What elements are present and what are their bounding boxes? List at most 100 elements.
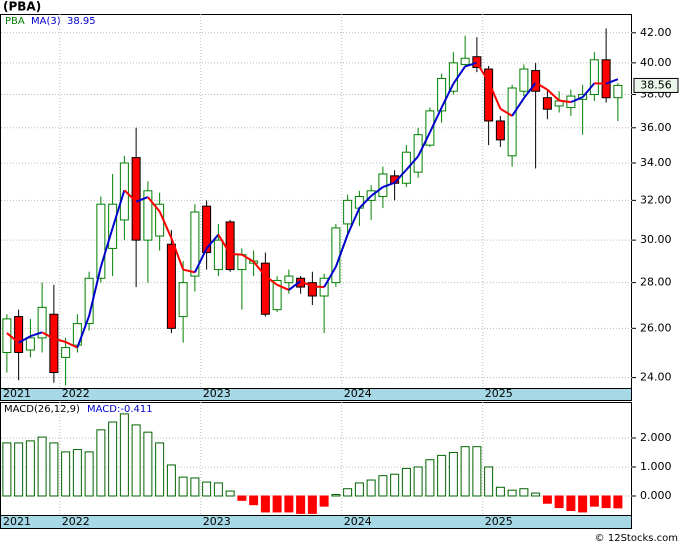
macd-bar <box>378 475 388 497</box>
candle-body <box>166 243 176 329</box>
ma-segment <box>123 189 137 203</box>
x-tick-label: 2024 <box>344 515 372 528</box>
macd-bar <box>296 495 306 514</box>
macd-bar <box>484 466 494 497</box>
ma-segment <box>65 341 78 349</box>
ma-segment <box>288 280 302 291</box>
macd-bar <box>542 495 552 504</box>
ma-segment <box>382 181 395 188</box>
candle-body <box>331 227 341 284</box>
ma-segment <box>158 211 173 239</box>
macd-bar <box>61 451 71 497</box>
ma-segment <box>334 234 349 268</box>
macd-bar <box>72 449 82 497</box>
ma-segment <box>193 247 208 273</box>
macd-bar <box>84 451 94 497</box>
macd-bar <box>601 495 611 509</box>
candle-body <box>272 279 282 311</box>
macd-bar <box>613 495 623 509</box>
candle-body <box>260 262 270 315</box>
macd-bar <box>589 495 599 507</box>
y-tick-label: 42.00 <box>640 26 672 39</box>
ma-segment <box>252 261 267 277</box>
ma-segment <box>428 107 443 133</box>
macd-bar <box>96 429 106 497</box>
ma-segment <box>476 62 490 83</box>
macd-bar <box>178 476 188 497</box>
candle-body <box>401 151 411 184</box>
candle-body <box>225 221 235 271</box>
ma-segment <box>393 169 408 184</box>
ma-segment <box>546 88 560 102</box>
ma-segment <box>53 337 66 343</box>
candle-body <box>178 282 188 318</box>
macd-bar <box>354 482 364 497</box>
macd-bar <box>472 446 482 497</box>
footer: © 12Stocks.com <box>595 533 678 544</box>
chart-title: (PBA) <box>3 0 41 14</box>
ma-segment <box>452 65 466 85</box>
y-tick-label: 26.00 <box>640 321 672 334</box>
price-tag-box <box>633 77 679 93</box>
macd-bar <box>495 486 505 497</box>
macd-value: MACD:-0.411 <box>87 404 153 415</box>
macd-bar <box>119 413 129 497</box>
ma-segment <box>605 78 619 85</box>
macd-bar <box>554 495 564 509</box>
ma-segment <box>18 335 31 344</box>
candle-body <box>531 70 541 92</box>
ma-segment <box>535 81 548 91</box>
macd-bar <box>202 481 212 497</box>
price-tag: 38.56 <box>640 78 672 91</box>
macd-bar <box>49 442 59 497</box>
macd-bar <box>108 421 118 497</box>
macd-bar <box>213 482 223 497</box>
ma-segment <box>30 331 43 338</box>
y-tick-label: 0.000 <box>640 489 672 502</box>
y-tick-label: 30.00 <box>640 233 672 246</box>
ma-segment <box>88 266 102 317</box>
candle-body <box>190 211 200 277</box>
candle-body <box>413 134 423 173</box>
y-tick-label: 34.00 <box>640 156 672 169</box>
ma-segment <box>312 285 325 289</box>
ma-segment <box>405 155 419 171</box>
macd-bar <box>249 495 259 506</box>
x-tick-label: 2024 <box>344 387 372 400</box>
ma-segment <box>76 315 91 348</box>
ma-segment <box>241 253 255 263</box>
ma-segment <box>358 195 372 209</box>
candle-body <box>49 313 59 374</box>
candle-body <box>213 239 223 271</box>
candle-body <box>601 59 611 99</box>
candle-body <box>14 316 24 353</box>
ma-segment <box>464 61 478 68</box>
macd-bar <box>307 495 317 514</box>
ma-segment <box>41 331 55 340</box>
macd-bar <box>272 495 282 513</box>
macd-bar <box>448 451 458 497</box>
ma-segment <box>230 253 242 256</box>
candle-body <box>589 59 599 95</box>
macd-title: MACD(26,12,9) <box>4 404 80 415</box>
candle-body <box>307 282 317 297</box>
x-tick-label: 2021 <box>3 515 31 528</box>
ma-segment <box>370 186 384 197</box>
year-band <box>0 515 632 529</box>
x-tick-label: 2025 <box>485 515 513 528</box>
macd-bar <box>566 495 576 511</box>
macd-bar <box>284 495 294 513</box>
macd-bar <box>331 494 341 497</box>
ma-segment <box>217 234 231 255</box>
macd-bar <box>366 479 376 497</box>
ma-segment <box>111 189 126 229</box>
macd-bar <box>225 490 235 497</box>
y-tick-label: 1.000 <box>640 460 672 473</box>
candle-body <box>425 110 435 146</box>
ma-segment <box>170 237 185 270</box>
macd-bar <box>413 466 423 497</box>
macd-bar <box>401 467 411 497</box>
ma-segment <box>440 83 455 109</box>
macd-bar <box>25 440 35 497</box>
macd-bar <box>260 495 270 513</box>
